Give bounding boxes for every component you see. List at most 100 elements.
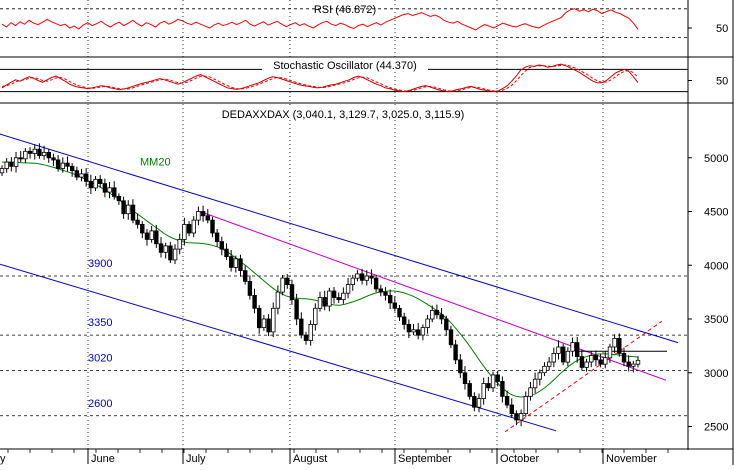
- candle-body: [373, 277, 379, 290]
- candle-body: [322, 297, 327, 307]
- candle-body: [439, 314, 444, 320]
- candle-body: [144, 232, 150, 240]
- candle-body: [420, 327, 426, 336]
- candle-body: [271, 307, 276, 333]
- candle-body: [532, 378, 538, 389]
- candle-body: [612, 337, 617, 348]
- candle-body: [444, 318, 449, 331]
- level-label: 2600: [88, 398, 112, 410]
- month-label: September: [398, 453, 452, 465]
- resistance-trendline: [199, 211, 667, 381]
- candle-body: [233, 258, 238, 268]
- candle-body: [561, 346, 566, 363]
- candle-body: [163, 245, 168, 253]
- candle-body: [79, 173, 84, 178]
- candle-body: [182, 223, 187, 240]
- candle-body: [570, 342, 575, 352]
- candle-body: [74, 170, 79, 178]
- candle-body: [584, 361, 589, 368]
- candle-body: [51, 157, 56, 161]
- candle-body: [504, 395, 510, 406]
- price-tick-label: 5000: [704, 153, 728, 165]
- candle-body: [369, 275, 374, 279]
- candle-body: [308, 323, 313, 341]
- candle-body: [23, 150, 28, 160]
- candle-body: [130, 204, 136, 221]
- rsi-tick-label: 50: [716, 23, 728, 35]
- candle-body: [41, 151, 47, 156]
- candle-body: [102, 183, 108, 193]
- candle-body: [60, 162, 65, 169]
- level-label: 3020: [88, 353, 112, 365]
- candle-body: [210, 219, 215, 234]
- candle-body: [70, 165, 75, 172]
- candle-body: [551, 352, 556, 363]
- candle-body: [205, 215, 210, 221]
- candle-body: [621, 352, 627, 363]
- candle-body: [116, 195, 122, 202]
- candle-body: [196, 211, 201, 221]
- candle-body: [135, 219, 140, 225]
- candle-body: [285, 277, 290, 286]
- candle-body: [472, 395, 477, 408]
- candle-body: [168, 245, 173, 261]
- price-tick-label: 4500: [704, 207, 728, 219]
- candle-body: [345, 284, 351, 294]
- candle-body: [430, 309, 435, 320]
- candle-body: [214, 232, 220, 243]
- candle-body: [256, 307, 262, 329]
- candle-body: [589, 355, 594, 363]
- candle-body: [107, 187, 112, 193]
- candle-body: [495, 374, 500, 382]
- candle-body: [266, 318, 271, 333]
- candle-body: [224, 248, 229, 258]
- candle-body: [425, 318, 430, 329]
- candle-body: [350, 277, 355, 286]
- candle-body: [617, 337, 622, 354]
- stochastic-tick-label: 50: [716, 76, 728, 88]
- candle-body: [593, 355, 599, 361]
- candle-body: [228, 256, 234, 268]
- candle-body: [467, 383, 472, 397]
- candle-body: [32, 148, 37, 154]
- candle-body: [514, 413, 519, 421]
- candle-body: [565, 350, 571, 363]
- candle-body: [341, 292, 346, 301]
- stochastic-title: Stochastic Oscillator (44.370): [273, 60, 417, 72]
- candle-body: [453, 344, 458, 361]
- candle-body: [140, 223, 145, 234]
- candle-body: [27, 150, 33, 154]
- candle-body: [317, 297, 323, 309]
- candle-body: [88, 180, 94, 189]
- candle-body: [537, 372, 542, 380]
- candle-body: [490, 374, 496, 389]
- candle-body: [242, 270, 248, 282]
- candle-body: [476, 398, 482, 408]
- candle-body: [313, 307, 318, 325]
- level-label: 3350: [88, 317, 112, 329]
- candle-body: [509, 404, 514, 415]
- candle-body: [9, 161, 14, 167]
- candle-body: [542, 365, 547, 374]
- candle-body: [518, 413, 524, 421]
- candle-body: [364, 275, 369, 281]
- month-label: July: [186, 453, 206, 465]
- candle-body: [598, 359, 603, 365]
- candle-body: [397, 307, 402, 318]
- candle-body: [4, 161, 9, 169]
- candle-body: [294, 299, 299, 320]
- candle-body: [158, 243, 164, 253]
- candle-body: [93, 178, 98, 189]
- price-title-bg: [214, 107, 472, 120]
- level-label: 3900: [88, 258, 112, 270]
- candle-body: [462, 372, 468, 384]
- candle-body: [411, 329, 416, 333]
- candle-body: [121, 200, 126, 215]
- candle-body: [523, 395, 528, 414]
- month-label: June: [91, 453, 115, 465]
- candle-body: [289, 284, 295, 301]
- candle-body: [98, 178, 103, 185]
- candle-body: [172, 248, 178, 261]
